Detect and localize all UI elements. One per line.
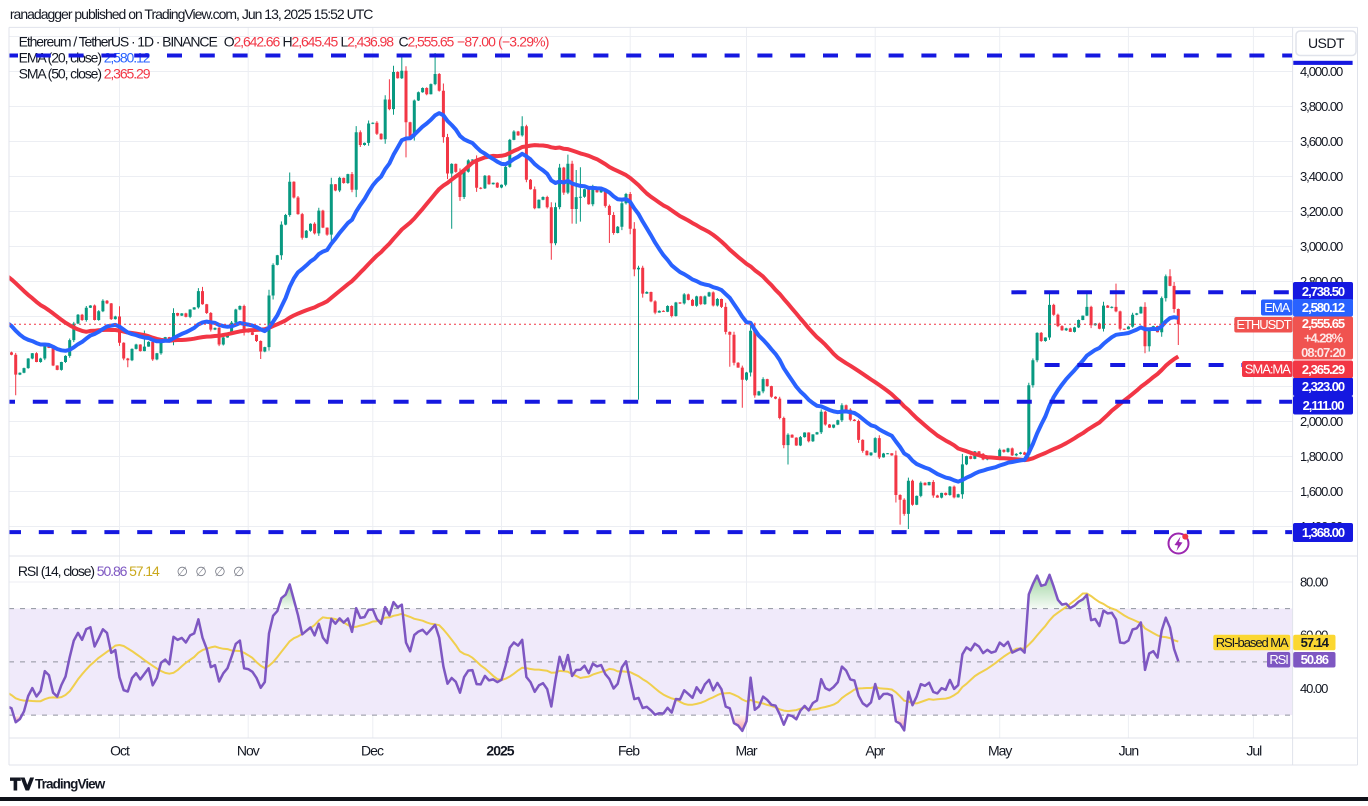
svg-text:50.86: 50.86 <box>1301 652 1329 667</box>
svg-text:3,200.00: 3,200.00 <box>1300 204 1343 219</box>
svg-text:H2,645.45: H2,645.45 <box>283 34 339 50</box>
svg-text:40.00: 40.00 <box>1300 681 1328 696</box>
svg-text:C2,555.65: C2,555.65 <box>399 34 455 50</box>
svg-text:4,000.00: 4,000.00 <box>1300 64 1343 79</box>
svg-text:08:07:20: 08:07:20 <box>1301 345 1345 360</box>
svg-text:3,000.00: 3,000.00 <box>1300 239 1343 254</box>
svg-text:3,600.00: 3,600.00 <box>1300 134 1343 149</box>
svg-text:1,600.00: 1,600.00 <box>1300 484 1343 499</box>
svg-text:L2,436.98: L2,436.98 <box>341 34 395 50</box>
svg-text:57.14: 57.14 <box>1301 635 1330 650</box>
svg-text:ETHUSDT: ETHUSDT <box>1236 317 1291 332</box>
svg-text:Ethereum / TetherUS · 1D · BIN: Ethereum / TetherUS · 1D · BINANCE <box>19 34 218 50</box>
svg-text:RSI: RSI <box>1269 652 1288 667</box>
svg-text:Apr: Apr <box>865 743 885 759</box>
svg-text:Nov: Nov <box>237 743 260 759</box>
svg-text:2025: 2025 <box>486 743 514 759</box>
svg-text:Jun: Jun <box>1119 743 1139 759</box>
svg-text:May: May <box>988 743 1012 759</box>
svg-text:RSI-based MA: RSI-based MA <box>1216 635 1289 650</box>
svg-text:80.00: 80.00 <box>1300 575 1328 590</box>
svg-text:SMA (50, close) 2,365.29: SMA (50, close) 2,365.29 <box>19 66 151 82</box>
svg-text:2,738.50: 2,738.50 <box>1302 284 1345 299</box>
svg-text:ranadagger published on Tradin: ranadagger published on TradingView.com,… <box>10 6 373 22</box>
svg-text:2,323.00: 2,323.00 <box>1302 379 1345 394</box>
svg-text:O2,642.66: O2,642.66 <box>224 34 281 50</box>
svg-text:3,400.00: 3,400.00 <box>1300 169 1343 184</box>
svg-text:Jul: Jul <box>1246 743 1262 759</box>
svg-text:RSI (14, close) 50.86 57.14: RSI (14, close) 50.86 57.14 <box>18 563 160 579</box>
svg-text:3,800.00: 3,800.00 <box>1300 99 1343 114</box>
svg-text:−87.00 (−3.29%): −87.00 (−3.29%) <box>457 34 549 50</box>
svg-text:EMA: EMA <box>1264 300 1290 315</box>
svg-text:2,111.00: 2,111.00 <box>1303 398 1345 413</box>
svg-text:1,368.00: 1,368.00 <box>1302 525 1345 540</box>
svg-text:Dec: Dec <box>361 743 384 759</box>
svg-text:2,580.12: 2,580.12 <box>1302 300 1345 315</box>
svg-text:+4.28%: +4.28% <box>1304 331 1344 346</box>
svg-text:TradingView: TradingView <box>35 777 106 792</box>
svg-text:SMA:MA: SMA:MA <box>1245 362 1291 377</box>
svg-text:2,365.29: 2,365.29 <box>1302 362 1345 377</box>
svg-text:Mar: Mar <box>735 743 757 759</box>
svg-text:1,800.00: 1,800.00 <box>1300 449 1343 464</box>
svg-text:2,555.65: 2,555.65 <box>1302 316 1345 331</box>
svg-text:Feb: Feb <box>618 743 640 759</box>
svg-text:Oct: Oct <box>110 743 130 759</box>
svg-text:2,000.00: 2,000.00 <box>1300 414 1343 429</box>
svg-text:USDT: USDT <box>1308 35 1345 51</box>
svg-text:∅∅∅∅: ∅∅∅∅ <box>177 564 252 579</box>
